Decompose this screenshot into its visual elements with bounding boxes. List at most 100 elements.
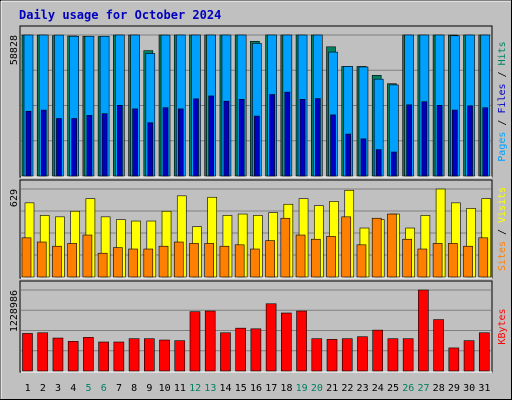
bar-sites-day-14 xyxy=(219,245,230,278)
bar-kbytes-day-23 xyxy=(357,336,368,372)
x-tick-label-23: 23 xyxy=(357,383,369,394)
x-tick-label-3: 3 xyxy=(55,383,61,394)
bar-pages-day-29 xyxy=(452,109,458,177)
legend-visitors: Sites / Visits xyxy=(497,187,508,271)
x-tick-label-20: 20 xyxy=(311,383,323,394)
bar-kbytes-day-19 xyxy=(296,310,307,372)
bar-pages-day-15 xyxy=(238,99,245,177)
bar-pages-day-14 xyxy=(223,100,230,177)
bar-pages-day-4 xyxy=(71,118,77,177)
legend-requests-part-1: / xyxy=(497,114,508,132)
legend-traffic: KBytes xyxy=(497,308,508,344)
x-tick-label-1: 1 xyxy=(25,383,31,394)
bar-sites-day-19 xyxy=(295,234,306,278)
bar-kbytes-day-28 xyxy=(433,319,444,372)
bar-pages-day-25 xyxy=(391,151,397,177)
bar-pages-day-13 xyxy=(208,95,215,177)
bar-kbytes-day-12 xyxy=(189,311,201,372)
bar-sites-day-29 xyxy=(448,243,458,278)
bar-sites-day-25 xyxy=(387,213,397,278)
bar-pages-day-22 xyxy=(345,133,352,177)
x-tick-label-24: 24 xyxy=(372,383,384,394)
x-tick-label-10: 10 xyxy=(159,383,171,394)
bar-pages-day-17 xyxy=(269,94,275,177)
legend-visitors-part-1: / xyxy=(497,223,508,241)
bar-pages-day-12 xyxy=(193,98,199,177)
bar-kbytes-day-15 xyxy=(235,327,246,372)
chart-title: Daily usage for October 2024 xyxy=(19,8,221,22)
bar-kbytes-day-6 xyxy=(98,341,109,372)
bar-pages-day-19 xyxy=(299,99,306,177)
legend-visitors-part-0: Sites xyxy=(497,241,508,271)
bar-sites-day-2 xyxy=(36,241,47,278)
bar-sites-day-15 xyxy=(234,244,245,278)
bar-pages-day-30 xyxy=(467,105,473,177)
x-tick-label-14: 14 xyxy=(220,383,232,394)
bar-sites-day-16 xyxy=(250,248,260,278)
bar-kbytes-day-7 xyxy=(113,341,125,372)
bar-kbytes-day-4 xyxy=(67,341,79,372)
bar-sites-day-7 xyxy=(113,247,123,278)
bar-sites-day-28 xyxy=(432,243,443,278)
x-tick-label-11: 11 xyxy=(174,383,186,394)
bar-kbytes-day-24 xyxy=(372,329,383,372)
bar-sites-day-13 xyxy=(204,243,215,278)
x-tick-label-22: 22 xyxy=(341,383,353,394)
x-tick-label-25: 25 xyxy=(387,383,399,394)
x-tick-label-21: 21 xyxy=(326,383,338,394)
bar-kbytes-day-29 xyxy=(448,347,460,372)
bar-pages-day-10 xyxy=(162,107,169,177)
bar-pages-day-28 xyxy=(436,104,443,177)
x-tick-label-7: 7 xyxy=(116,383,122,394)
x-tick-label-30: 30 xyxy=(463,383,475,394)
x-tick-label-13: 13 xyxy=(204,383,216,394)
bar-kbytes-day-22 xyxy=(341,338,353,372)
bar-pages-day-26 xyxy=(406,104,412,177)
bar-sites-day-12 xyxy=(189,243,199,278)
bar-pages-day-20 xyxy=(314,98,321,177)
bar-pages-day-8 xyxy=(132,108,138,177)
bar-kbytes-day-3 xyxy=(52,337,64,372)
bar-sites-day-3 xyxy=(52,245,62,278)
x-tick-label-5: 5 xyxy=(86,383,92,394)
x-tick-label-31: 31 xyxy=(478,383,490,394)
bar-sites-day-1 xyxy=(21,237,32,278)
bar-sites-day-10 xyxy=(158,245,169,278)
bar-sites-day-21 xyxy=(326,236,336,278)
bar-pages-day-21 xyxy=(330,114,336,177)
x-tick-label-29: 29 xyxy=(448,383,460,394)
x-tick-label-28: 28 xyxy=(433,383,445,394)
x-tick-label-12: 12 xyxy=(189,383,201,394)
bar-kbytes-day-8 xyxy=(128,338,140,372)
x-tick-label-16: 16 xyxy=(250,383,262,394)
bar-kbytes-day-31 xyxy=(478,332,490,372)
legend-requests-part-4: Hits xyxy=(497,41,508,65)
bar-sites-day-11 xyxy=(173,241,184,278)
bar-sites-day-20 xyxy=(310,238,321,278)
bar-pages-day-27 xyxy=(421,101,428,177)
x-tick-label-2: 2 xyxy=(40,383,46,394)
x-tick-label-6: 6 xyxy=(101,383,107,394)
bar-kbytes-day-16 xyxy=(250,328,262,372)
bar-kbytes-day-10 xyxy=(159,339,170,372)
bar-pages-day-31 xyxy=(482,107,489,177)
bar-pages-day-23 xyxy=(360,138,367,177)
bar-sites-day-22 xyxy=(341,216,352,278)
bar-pages-day-7 xyxy=(117,104,123,177)
bar-sites-day-26 xyxy=(402,238,412,278)
bar-sites-day-18 xyxy=(280,217,291,278)
bar-kbytes-day-27 xyxy=(418,289,429,372)
bar-kbytes-day-18 xyxy=(281,312,292,372)
x-tick-label-8: 8 xyxy=(131,383,137,394)
x-tick-label-4: 4 xyxy=(70,383,76,394)
bar-kbytes-day-21 xyxy=(326,339,338,372)
x-tick-label-18: 18 xyxy=(280,383,292,394)
bar-sites-day-30 xyxy=(463,245,473,278)
bar-sites-day-5 xyxy=(82,234,93,278)
bar-sites-day-24 xyxy=(371,217,382,278)
bar-kbytes-day-20 xyxy=(311,338,323,372)
bar-sites-day-17 xyxy=(265,240,275,278)
bar-kbytes-day-14 xyxy=(220,332,231,372)
bar-kbytes-day-11 xyxy=(174,340,186,372)
